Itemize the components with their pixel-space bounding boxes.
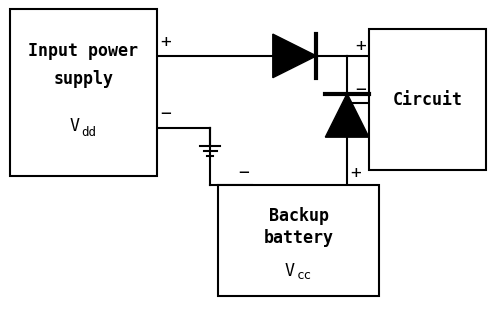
Text: +: +: [350, 164, 361, 182]
Text: Circuit: Circuit: [392, 90, 462, 109]
Text: −: −: [160, 105, 170, 123]
Text: supply: supply: [54, 70, 114, 88]
Text: battery: battery: [264, 229, 334, 247]
Bar: [10, 9, 157, 176]
Text: V: V: [70, 117, 80, 135]
Text: Input power: Input power: [28, 42, 138, 60]
Text: cc: cc: [296, 269, 312, 282]
Text: −: −: [355, 80, 366, 99]
Bar: [218, 185, 379, 296]
Text: V: V: [284, 262, 294, 280]
Text: −: −: [238, 164, 249, 182]
Bar: [369, 29, 486, 170]
Text: Backup: Backup: [268, 207, 328, 225]
Polygon shape: [273, 34, 316, 78]
Text: +: +: [160, 33, 170, 51]
Polygon shape: [326, 94, 369, 137]
Text: dd: dd: [82, 126, 96, 139]
Text: +: +: [355, 37, 366, 55]
